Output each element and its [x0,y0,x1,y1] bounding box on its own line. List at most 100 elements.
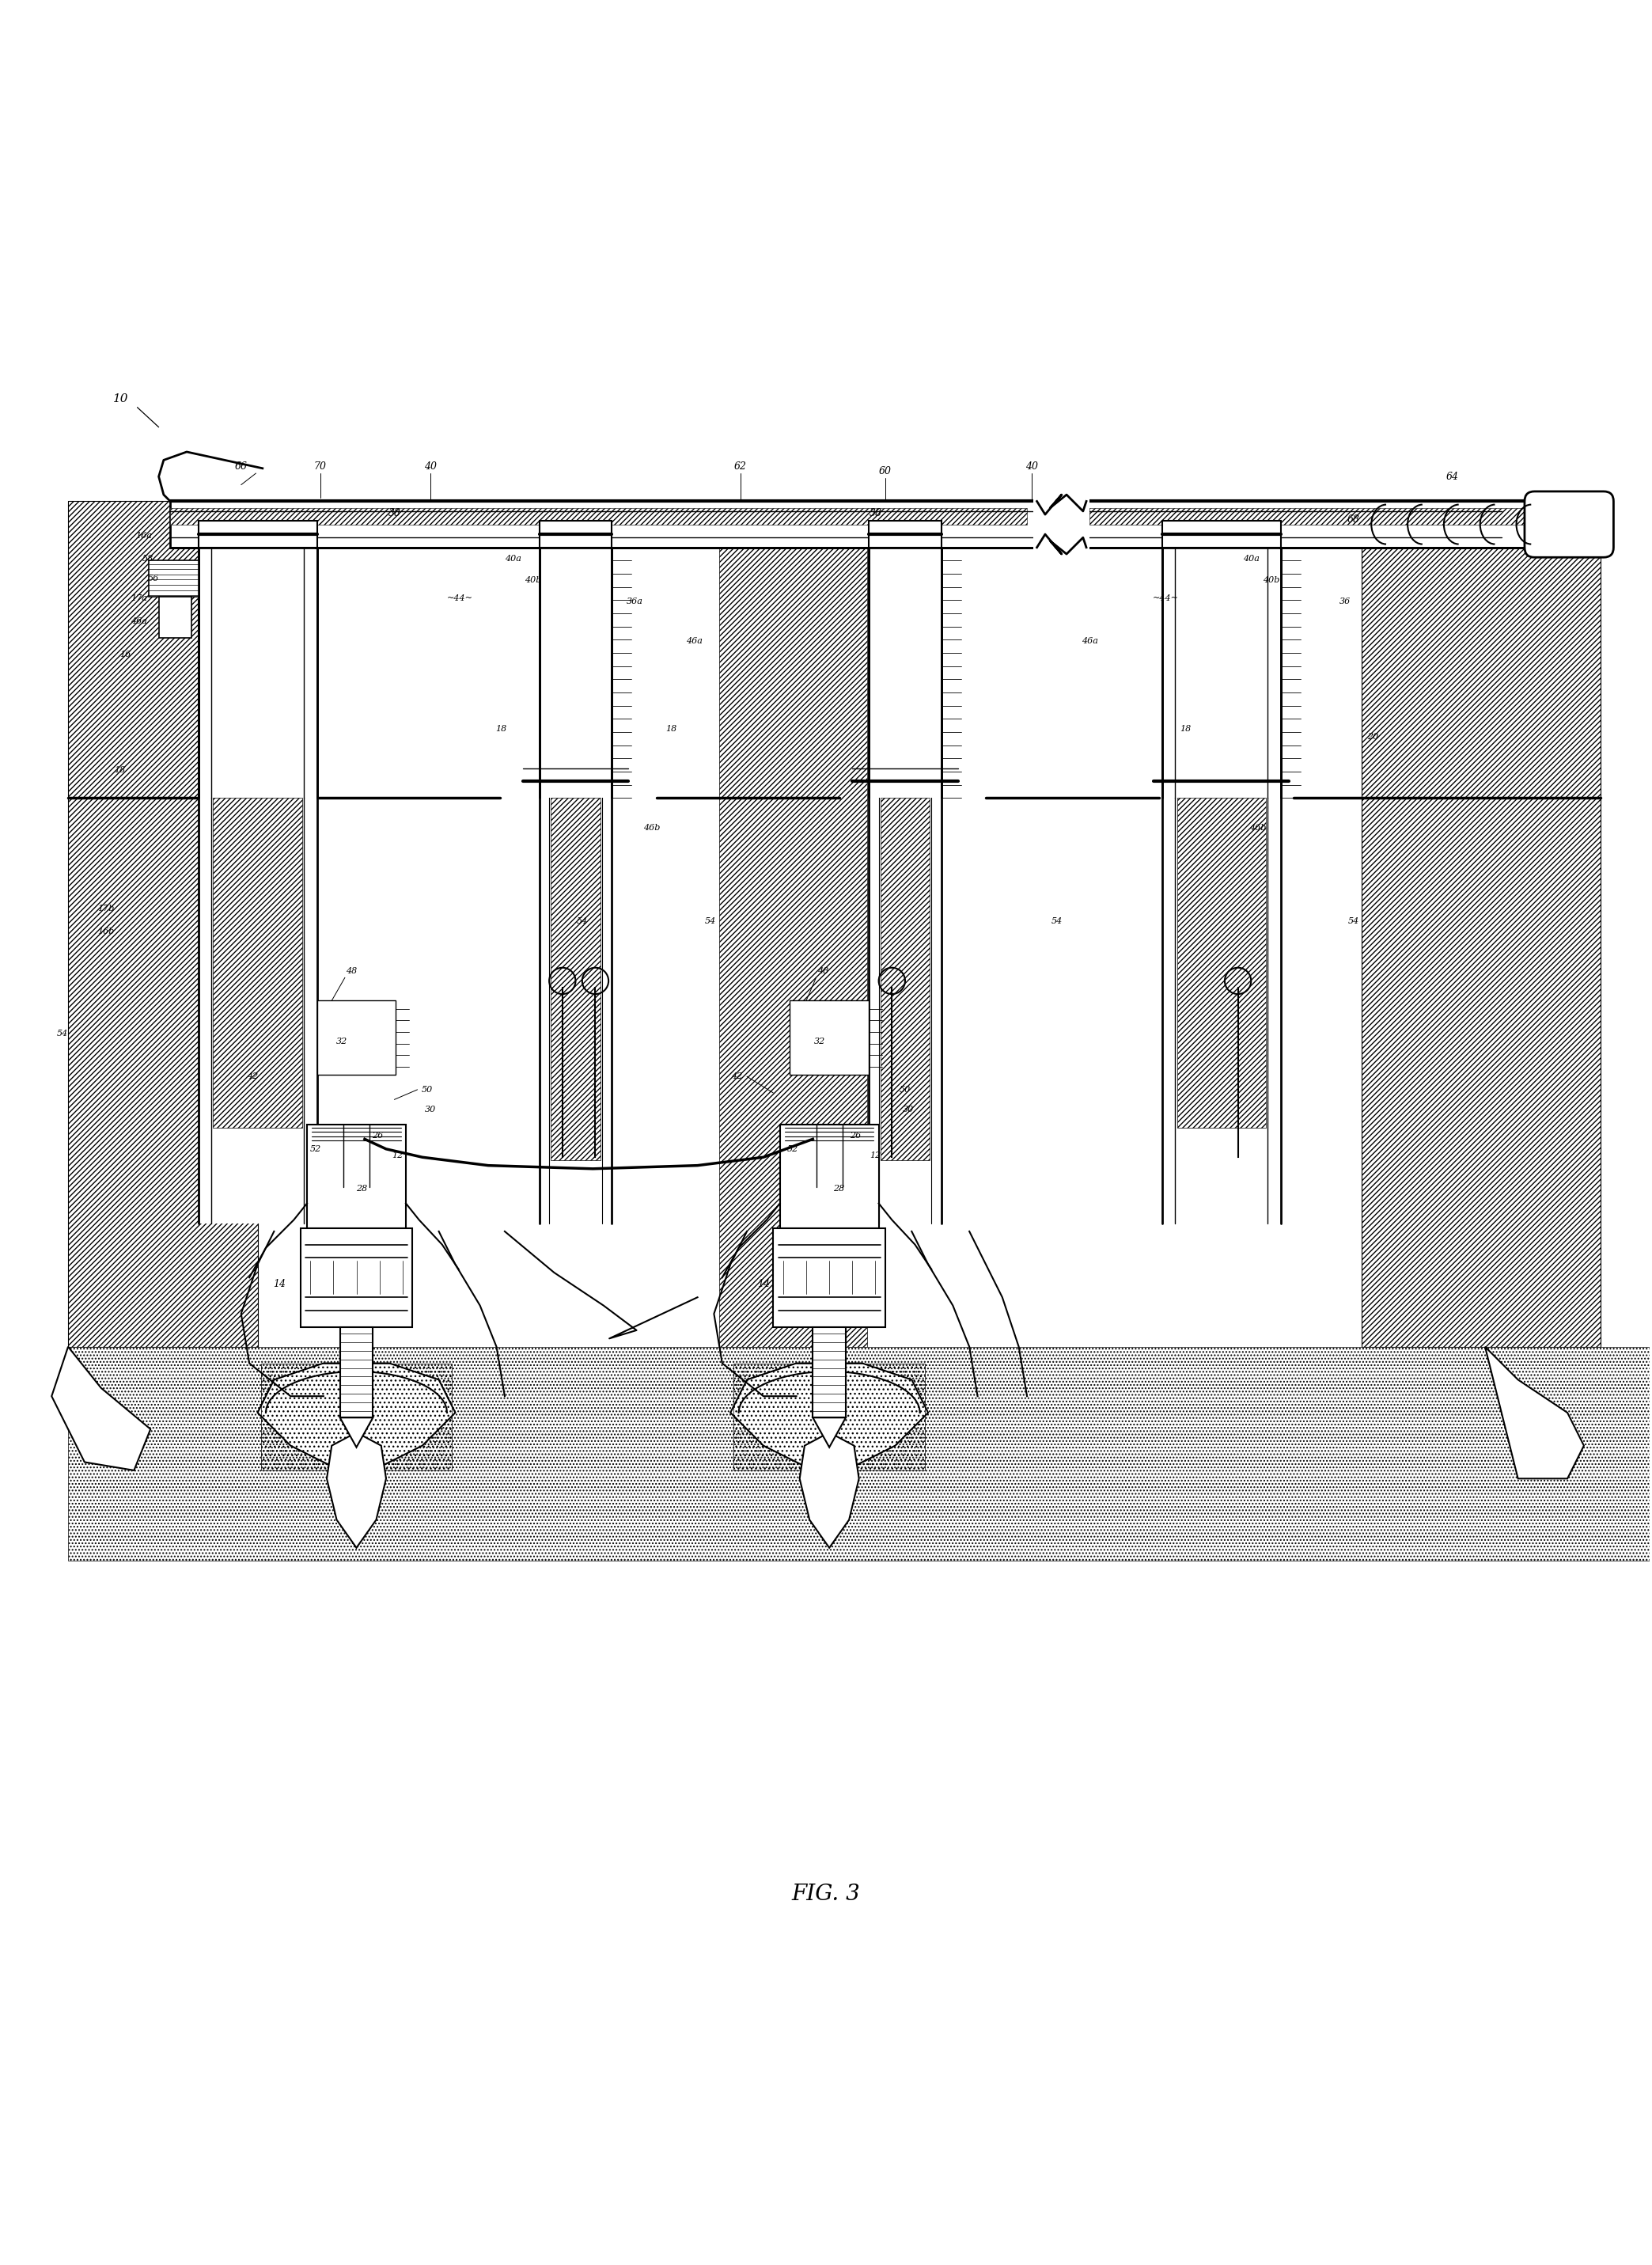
Polygon shape [800,1431,859,1547]
Text: 42: 42 [248,1074,258,1080]
Bar [733,1364,925,1470]
Text: 17a: 17a [131,596,147,602]
Text: 30: 30 [425,1105,436,1114]
Bar [1161,548,1280,1223]
Text: 12: 12 [871,1151,881,1160]
Polygon shape [327,1431,387,1547]
Text: 18: 18 [666,725,677,732]
Text: 46b: 46b [643,824,659,831]
Text: 20: 20 [1368,734,1379,741]
Text: 28: 28 [834,1185,844,1191]
Text: 16b: 16b [97,926,114,935]
Text: 40b: 40b [1262,578,1279,584]
Text: FIG. 3: FIG. 3 [791,1882,861,1905]
Text: 40a: 40a [1242,555,1259,564]
Bar [68,1348,1650,1561]
Text: 70: 70 [314,462,327,471]
Bar [881,797,930,1160]
Polygon shape [258,1364,456,1470]
Polygon shape [1485,1348,1584,1479]
Text: 28: 28 [355,1185,367,1191]
Text: ~44~: ~44~ [1153,596,1178,602]
Text: 26: 26 [851,1132,861,1139]
Text: 32: 32 [814,1037,824,1046]
Text: 42: 42 [732,1074,743,1080]
Bar [159,598,192,639]
Text: 26: 26 [372,1132,383,1139]
Text: 17b: 17b [97,904,114,913]
Text: 12: 12 [392,1151,403,1160]
Bar [540,548,610,797]
Text: 54: 54 [705,917,717,926]
Bar [1161,521,1280,548]
Text: 48: 48 [345,967,357,974]
Text: 46a: 46a [686,636,702,646]
Text: 48: 48 [818,967,828,974]
Text: 54: 54 [1348,917,1360,926]
Bar [198,548,317,1223]
Text: 18: 18 [1180,725,1191,732]
Bar [213,797,302,1128]
Bar [307,1123,406,1228]
Text: 54: 54 [56,1031,68,1037]
Bar [200,548,316,797]
Bar [170,501,1584,548]
Bar [869,521,942,548]
Bar [1361,501,1601,1348]
Text: 58: 58 [142,555,154,564]
Text: 54: 54 [577,917,588,926]
Text: 18: 18 [496,725,507,732]
Bar [1361,501,1601,1348]
Bar [1034,498,1090,550]
Bar [261,1364,453,1470]
Bar [539,521,611,548]
Text: 46a: 46a [1082,636,1099,646]
Text: 14: 14 [273,1280,286,1289]
Text: 32: 32 [335,1037,347,1046]
FancyBboxPatch shape [1525,492,1614,557]
Bar [871,548,940,797]
Text: 52: 52 [788,1146,798,1153]
Text: 60: 60 [879,467,892,476]
Bar [340,1327,373,1418]
Text: 30: 30 [902,1105,914,1114]
Text: 10: 10 [112,394,129,405]
Text: 16a: 16a [135,532,152,539]
Bar [301,1228,413,1327]
Text: ~44~: ~44~ [448,596,472,602]
Polygon shape [730,1364,928,1470]
Bar [719,501,867,1348]
Text: 46a: 46a [131,618,147,625]
Text: 64: 64 [1446,471,1459,482]
Bar [773,1228,885,1327]
Bar [1163,548,1279,797]
Text: 18: 18 [114,766,126,775]
Text: 14: 14 [757,1280,770,1289]
Text: 46b: 46b [1249,824,1265,831]
Text: 36a: 36a [626,598,643,605]
Text: 36: 36 [1340,598,1351,605]
Bar [170,507,1028,525]
Bar [68,501,258,1348]
Text: 40: 40 [1026,462,1037,471]
Text: 52: 52 [309,1146,320,1153]
Polygon shape [340,1418,373,1447]
Text: 38: 38 [388,507,401,519]
Bar [149,562,198,598]
Bar [550,797,600,1160]
Bar [539,548,611,1223]
Text: 54: 54 [1051,917,1062,926]
Bar [1176,797,1265,1128]
Bar [869,548,942,1223]
Text: 40: 40 [425,462,436,471]
Bar [790,1001,869,1076]
Text: 40b: 40b [524,578,542,584]
Bar [198,521,317,548]
Bar [780,1123,879,1228]
Text: 16: 16 [119,650,131,659]
Polygon shape [51,1348,150,1470]
Text: 66: 66 [235,462,248,471]
Text: 68: 68 [1346,514,1360,525]
Bar [813,1327,846,1418]
Bar [317,1001,396,1076]
